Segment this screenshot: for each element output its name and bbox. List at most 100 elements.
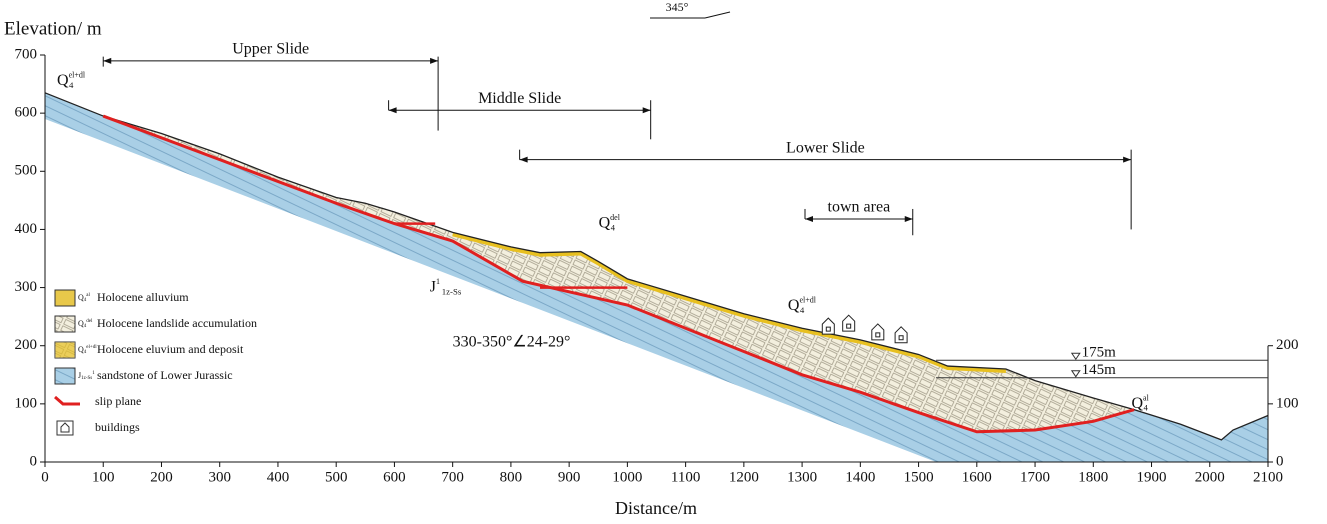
water-mark (1070, 352, 1081, 361)
x-tick-label: 1000 (612, 469, 642, 485)
x-tick-label: 1900 (1137, 469, 1167, 485)
symbol-sup: el+dl (69, 70, 86, 79)
range-label: Lower Slide (786, 139, 865, 156)
y-tick-label: 200 (15, 337, 38, 353)
y2-tick-label: 0 (1276, 453, 1284, 469)
x-tick-label: 300 (208, 469, 231, 485)
range-label: Middle Slide (478, 90, 561, 107)
legend-label: sandstone of Lower Jurassic (97, 368, 233, 382)
arrow-head (388, 107, 397, 114)
symbol-sup: al (86, 293, 90, 298)
dip-label: 330-350°∠24-29° (453, 333, 571, 350)
y-tick-label: 600 (15, 105, 38, 121)
legend-slip (54, 395, 80, 406)
legend-swatch (54, 289, 76, 307)
slip-plane (102, 114, 1135, 434)
building (871, 323, 885, 341)
formation-symbol: Qdel (599, 213, 621, 231)
formation-symbol: Qel+dl (57, 70, 86, 88)
water-mark (1070, 370, 1081, 378)
water-level-label: 175m (1082, 345, 1117, 361)
symbol-base: Q (78, 345, 84, 354)
symbol-base: J (430, 278, 436, 295)
legend-label: slip plane (95, 394, 141, 408)
x-tick-label: 800 (500, 469, 523, 485)
symbol-sup: 1 (92, 371, 95, 376)
symbol-base: Q (57, 72, 69, 89)
symbol-sup: 1 (436, 277, 440, 286)
x-tick-label: 1200 (729, 469, 759, 485)
direction-arrow (704, 11, 731, 19)
symbol-sub: 4 (84, 298, 87, 303)
y-tick-label: 100 (15, 395, 38, 411)
x-tick-label: 500 (325, 469, 348, 485)
x-tick-label: 1100 (671, 469, 700, 485)
legend-swatch (54, 315, 76, 333)
symbol-sub: 4 (84, 350, 87, 355)
symbol-base: Q (599, 214, 611, 231)
building (894, 326, 908, 344)
symbol-base: Q (78, 319, 84, 328)
symbol-sub: 4 (800, 305, 805, 315)
x-tick-label: 2000 (1195, 469, 1225, 485)
symbol-sub: 4 (1143, 403, 1148, 413)
y-tick-label: 400 (15, 221, 38, 237)
x-tick-label: 100 (92, 469, 115, 485)
symbol-base: Q (1131, 395, 1143, 412)
x-tick-label: 200 (150, 469, 173, 485)
legend-symbol: Q4del (78, 319, 93, 329)
legend-swatch (54, 367, 76, 385)
formation-symbol: J1 (430, 277, 440, 295)
formation-symbol: Qal (1131, 393, 1149, 411)
x-tick-label: 600 (383, 469, 406, 485)
legend-label: buildings (95, 420, 140, 434)
legend-building (60, 422, 70, 433)
x-tick-label: 1300 (787, 469, 817, 485)
legend-label: Holocene alluvium (97, 290, 189, 304)
arrow-head (519, 156, 528, 163)
arrow-head (103, 57, 112, 64)
symbol-sub: 1z-Ss (442, 286, 462, 296)
ground-surface (44, 92, 1269, 441)
arrow-head (430, 57, 439, 64)
x-tick-label: 1800 (1078, 469, 1108, 485)
legend-symbol: J1z-Ss1 (78, 371, 95, 381)
building (842, 314, 856, 332)
x-tick-label: 1400 (845, 469, 875, 485)
y-tick-label: 700 (15, 46, 38, 62)
arrow-head (805, 215, 814, 222)
symbol-sup: el+dl (799, 295, 816, 304)
direction: 345° (666, 0, 689, 14)
y-tick-label: 0 (30, 453, 38, 469)
range-label: Upper Slide (232, 40, 309, 57)
arrow-head (642, 107, 651, 114)
x-tick-label: 400 (267, 469, 290, 485)
legend-label: Holocene eluvium and deposit (97, 342, 244, 356)
x-tick-label: 700 (441, 469, 464, 485)
symbol-sub: 4 (69, 80, 74, 90)
legend-label: Holocene landslide accumulation (97, 316, 257, 330)
x-tick-label: 0 (41, 469, 49, 485)
y-axis-title: Elevation/ m (4, 18, 102, 39)
x-tick-label: 1500 (904, 469, 934, 485)
legend-symbol: Q4el+dl (78, 345, 97, 355)
symbol-sup: del (610, 213, 621, 222)
range-label: town area (828, 199, 891, 216)
legend-symbol: Q4al (78, 293, 91, 303)
symbol-sup: del (86, 319, 93, 324)
x-tick-label: 1600 (962, 469, 992, 485)
y2-tick-label: 100 (1276, 395, 1299, 411)
x-tick-label: 900 (558, 469, 581, 485)
x-tick-label: 2100 (1253, 469, 1283, 485)
eluvium-deposit (452, 232, 1007, 373)
arrow-head (1123, 156, 1132, 163)
symbol-sub: 4 (84, 324, 87, 329)
building (821, 317, 835, 335)
legend-swatch-texture (55, 342, 75, 358)
symbol-base: J (78, 371, 81, 380)
symbol-sub: 1z-Ss (81, 376, 92, 381)
formation-symbol: Qel+dl (788, 295, 817, 313)
water-level-label: 145m (1082, 362, 1117, 378)
y-tick-label: 500 (15, 163, 38, 179)
symbol-base: Q (78, 293, 84, 302)
